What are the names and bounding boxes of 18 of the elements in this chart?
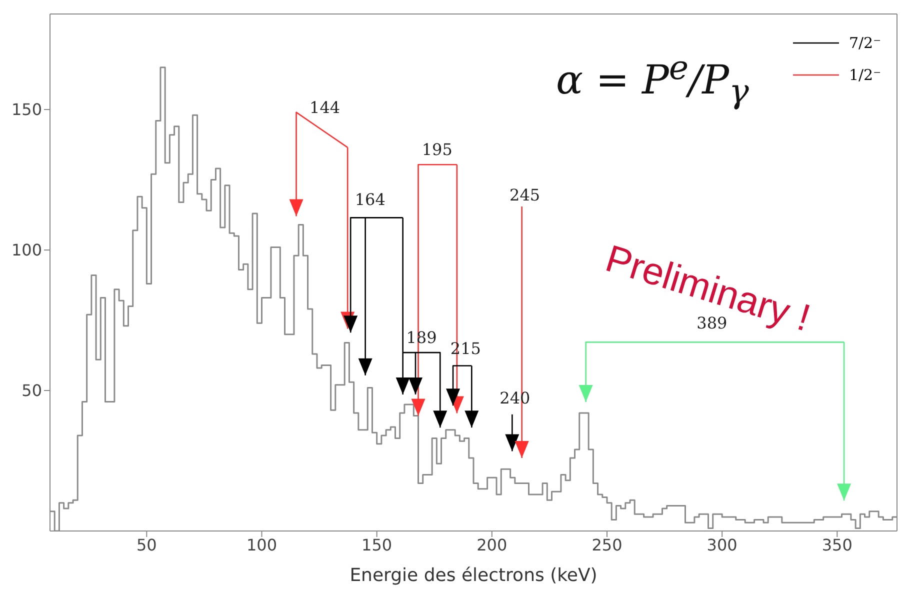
annotation: 7/2⁻ xyxy=(848,34,881,52)
x-tick-label: 250 xyxy=(592,535,622,554)
annotation: 144 xyxy=(310,98,340,118)
annotation: 164 xyxy=(354,190,386,210)
x-tick-label: 350 xyxy=(822,535,852,554)
x-tick-label: 300 xyxy=(706,535,738,554)
x-tick-label: 100 xyxy=(246,535,278,554)
annotation: α = P$^{e}$/P$_{γ}$ xyxy=(556,48,749,110)
annotation: 1/2⁻ xyxy=(848,66,881,84)
y-tick-label: 100 xyxy=(11,240,42,260)
annotation: 245 xyxy=(510,185,540,204)
y-tick-label: 150 xyxy=(11,100,42,120)
x-axis-title: Energie des électrons (keV) xyxy=(350,565,598,586)
annotation: 195 xyxy=(422,140,452,159)
x-tick-label: 200 xyxy=(476,535,508,554)
x-tick-label: 150 xyxy=(362,535,392,554)
y-tick-label: 50 xyxy=(22,381,42,400)
x-tick-label: 50 xyxy=(136,535,157,554)
